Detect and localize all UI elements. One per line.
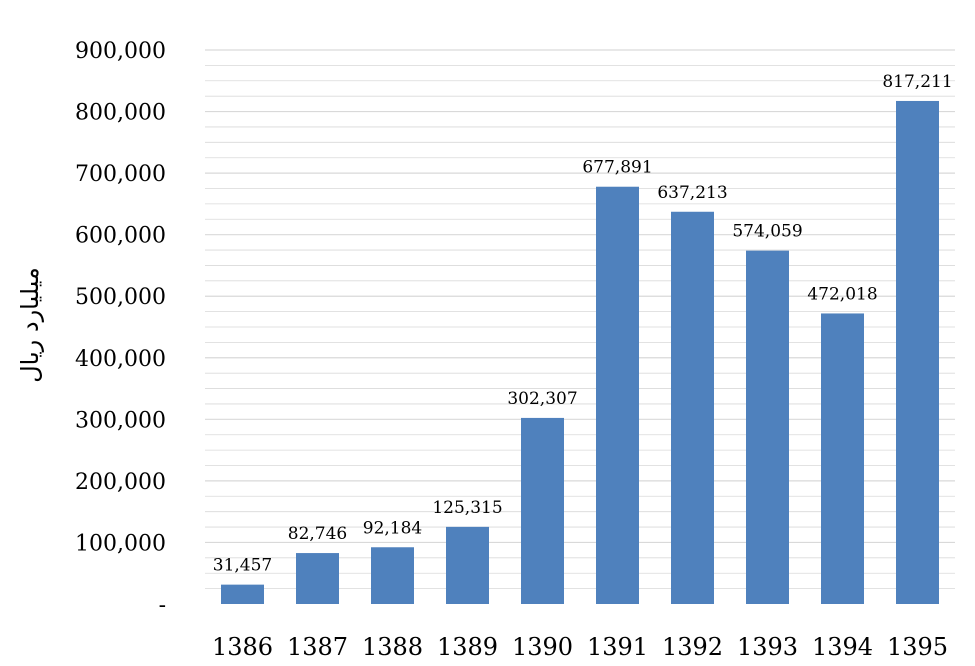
y-tick-label: 800,000 <box>75 101 166 126</box>
x-tick-label: 1391 <box>587 633 648 661</box>
x-tick-label: 1386 <box>212 633 273 661</box>
y-tick-label: 300,000 <box>75 408 166 433</box>
bar <box>671 211 714 604</box>
y-tick-label: 400,000 <box>75 347 166 372</box>
bar <box>896 100 939 604</box>
bar <box>521 417 564 604</box>
data-label: 817,211 <box>882 72 952 92</box>
y-axis-label: میلیارد ریال <box>16 267 44 383</box>
x-tick-label: 1388 <box>362 633 423 661</box>
x-tick-label: 1390 <box>512 633 573 661</box>
y-tick-label: 900,000 <box>75 39 166 64</box>
data-label: 637,213 <box>657 183 727 203</box>
x-tick-label: 1393 <box>737 633 798 661</box>
x-axis-ticks: 1386 1387 1388 1389 1390 1391 1392 1393 1394 1395 <box>212 633 948 661</box>
y-tick-label: 500,000 <box>75 285 166 310</box>
y-tick-label: 200,000 <box>75 470 166 495</box>
data-label: 677,891 <box>582 158 652 178</box>
x-tick-label: 1387 <box>287 633 348 661</box>
data-label: 82,746 <box>288 524 347 544</box>
data-label: 125,315 <box>432 498 502 518</box>
x-tick-label: 1392 <box>662 633 723 661</box>
bar <box>371 547 414 604</box>
data-labels: 31,457 82,746 92,184 125,315 302,307 677,8916… <box>213 72 953 576</box>
x-tick-label: 1389 <box>437 633 498 661</box>
y-tick-label: - <box>159 593 166 618</box>
bar <box>596 186 639 604</box>
bars <box>221 100 939 604</box>
bar <box>746 250 789 604</box>
y-tick-label: 700,000 <box>75 162 166 187</box>
x-tick-label: 1394 <box>812 633 873 661</box>
bar <box>821 313 864 604</box>
bar <box>221 584 264 604</box>
data-label: 302,307 <box>507 389 577 409</box>
bar <box>296 553 339 604</box>
data-label: 574,059 <box>732 222 802 242</box>
data-label: 472,018 <box>807 284 877 304</box>
data-label: 92,184 <box>363 518 422 538</box>
y-axis-ticks: - 100,000 200,000 300,000 400,000 500,000 600,… <box>75 39 166 618</box>
bar <box>446 526 489 604</box>
y-tick-label: 100,000 <box>75 531 166 556</box>
data-label: 31,457 <box>213 556 272 576</box>
y-tick-label: 600,000 <box>75 224 166 249</box>
x-tick-label: 1395 <box>887 633 948 661</box>
